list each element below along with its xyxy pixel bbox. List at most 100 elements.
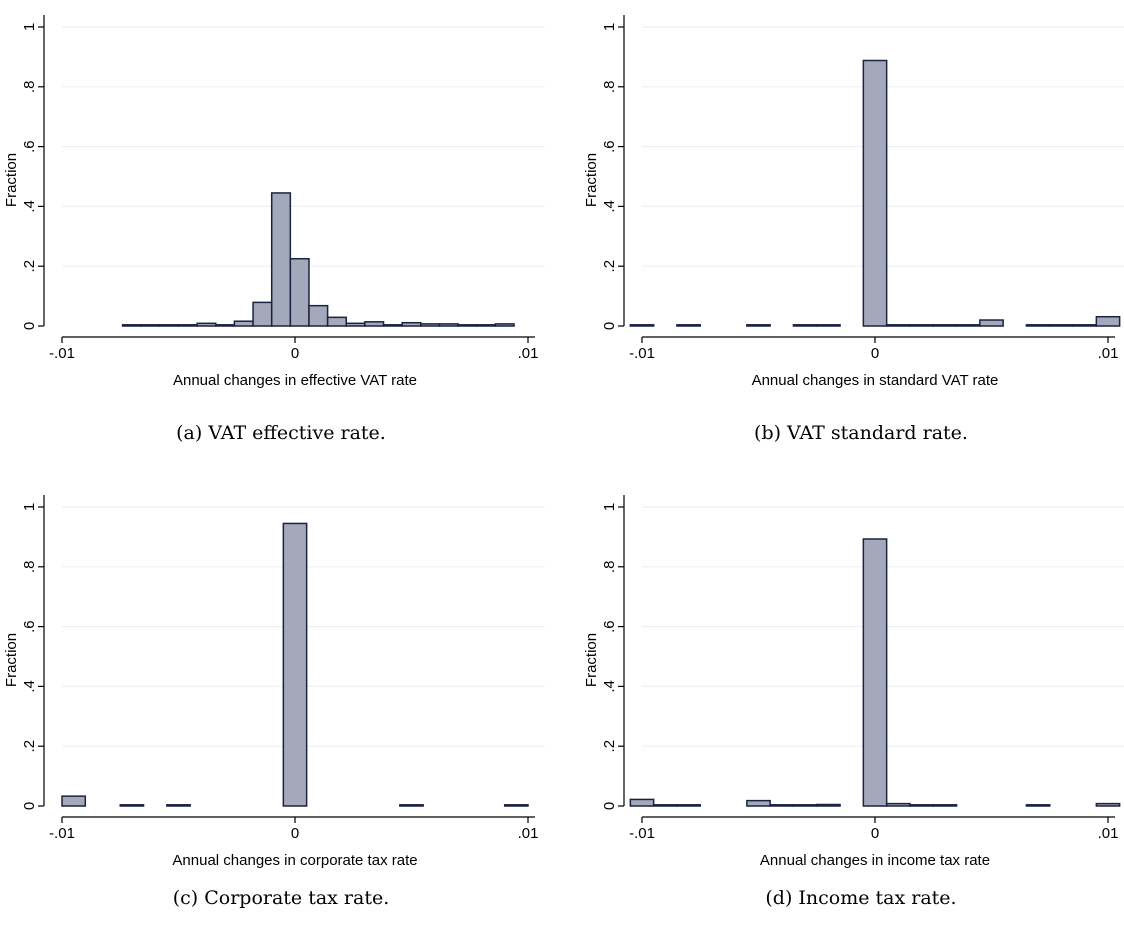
y-tick-label: .6	[601, 620, 618, 633]
x-tick-label: -.01	[49, 825, 75, 842]
y-tick-label: 0	[21, 802, 38, 810]
histogram-bar	[676, 324, 701, 327]
y-tick-label: .8	[21, 81, 38, 94]
histogram-bar	[119, 804, 145, 807]
histogram-bar	[979, 319, 1004, 327]
histogram-bar	[909, 324, 935, 327]
panel-d: 0 .2 .4 .6 .8 1 Fraction -.01 0 .01 Annual changes…	[583, 495, 1124, 869]
y-tick-label: .8	[601, 561, 618, 574]
histogram-bar	[196, 322, 217, 327]
y-tick-label: .4	[601, 680, 618, 693]
x-tick-label: 0	[871, 825, 879, 842]
x-tick-label: -.01	[49, 345, 75, 362]
histogram-bar	[308, 304, 329, 327]
y-tick-label: .6	[601, 140, 618, 153]
panel-a: 0 .2 .4 .6 .8 1 Fraction -.01 0 .01 Annual changes…	[3, 15, 545, 389]
histogram-bar	[885, 802, 911, 807]
y-tick-label: 0	[601, 322, 618, 330]
y-tick-label: 1	[21, 23, 38, 31]
y-tick-label: .4	[21, 680, 38, 693]
y-tick-label: .2	[21, 260, 38, 273]
histogram-bar	[457, 324, 478, 327]
histogram-bar	[792, 324, 818, 327]
histogram-bar	[399, 804, 424, 807]
histogram-bar	[177, 324, 198, 327]
y-tick-label: .4	[21, 200, 38, 213]
x-axis-label: Annual changes in standard VAT rate	[752, 372, 999, 389]
y-tick-label: .6	[21, 140, 38, 153]
histogram-bar	[252, 301, 273, 327]
histogram-bar	[629, 798, 655, 807]
y-tick-label: .6	[21, 620, 38, 633]
histogram-bar	[382, 324, 403, 327]
y-axis-label: Fraction	[583, 633, 600, 687]
histogram-bar	[792, 804, 818, 807]
y-axis-label: Fraction	[3, 633, 20, 687]
histogram-bar	[326, 316, 348, 327]
y-tick-label: 0	[601, 802, 618, 810]
histogram-bar	[769, 804, 795, 807]
histogram-bar	[1072, 324, 1098, 327]
histogram-bar	[121, 324, 142, 327]
x-tick-label: .01	[1098, 825, 1119, 842]
panel-a-caption: (a) VAT effective rate.	[176, 422, 386, 444]
histogram-bar	[215, 324, 236, 327]
histogram-bar	[233, 320, 254, 327]
histogram-bar	[1025, 324, 1051, 327]
x-tick-label: 0	[871, 345, 879, 362]
panel-b: 0 .2 .4 .6 .8 1 Fraction -.01 0 .01 Annual changes…	[583, 15, 1124, 389]
panel-d-caption: (d) Income tax rate.	[765, 887, 957, 909]
histogram-bar	[1095, 802, 1121, 807]
panel-b-caption: (b) VAT standard rate.	[754, 422, 968, 444]
x-tick-label: .01	[518, 825, 539, 842]
histogram-bar	[676, 804, 701, 807]
histogram-bar	[166, 804, 191, 807]
y-tick-label: 1	[601, 23, 618, 31]
y-tick-label: 1	[601, 503, 618, 511]
y-tick-label: 1	[21, 503, 38, 511]
x-axis-label: Annual changes in income tax rate	[760, 852, 990, 869]
panel-c-caption: (c) Corporate tax rate.	[172, 887, 390, 909]
y-axis-label: Fraction	[3, 153, 20, 207]
histogram-bar	[420, 323, 441, 327]
y-tick-label: 0	[21, 322, 38, 330]
histogram-bar	[1025, 804, 1051, 807]
histogram-bar	[282, 522, 308, 807]
y-tick-label: .8	[21, 561, 38, 574]
histogram-bar	[746, 324, 771, 327]
histogram-bar	[932, 324, 958, 327]
histogram-bar	[652, 804, 678, 807]
x-tick-label: -.01	[629, 345, 655, 362]
histogram-bar	[955, 324, 981, 327]
y-axis-label: Fraction	[583, 153, 600, 207]
panel-c: 0 .2 .4 .6 .8 1 Fraction -.01 0 .01 Annual changes…	[3, 495, 545, 869]
x-tick-label: 0	[291, 825, 299, 842]
x-axis-label: Annual changes in effective VAT rate	[173, 372, 417, 389]
x-tick-label: -.01	[629, 825, 655, 842]
histogram-bar	[816, 324, 841, 327]
histogram-bar	[862, 538, 888, 807]
y-tick-label: .2	[601, 260, 618, 273]
histogram-bar	[140, 324, 161, 327]
histogram-bar	[503, 804, 529, 807]
y-tick-label: .4	[601, 200, 618, 213]
histogram-bar	[494, 323, 515, 327]
x-tick-label: 0	[291, 345, 299, 362]
histogram-bar	[746, 799, 771, 807]
histogram-bar	[401, 321, 422, 327]
histogram-bar	[159, 324, 180, 327]
histogram-bar	[909, 804, 935, 807]
x-axis-label: Annual changes in corporate tax rate	[172, 852, 417, 869]
histogram-bar	[61, 795, 87, 807]
histogram-bar	[932, 804, 958, 807]
histogram-bar	[345, 322, 366, 327]
histogram-bar	[885, 324, 911, 327]
histogram-bar	[364, 321, 385, 327]
x-tick-label: .01	[1098, 345, 1119, 362]
histogram-bar	[629, 324, 655, 327]
histogram-bar	[289, 257, 310, 327]
x-tick-label: .01	[518, 345, 539, 362]
histogram-bar	[475, 324, 497, 327]
histogram-bar	[1095, 315, 1121, 327]
